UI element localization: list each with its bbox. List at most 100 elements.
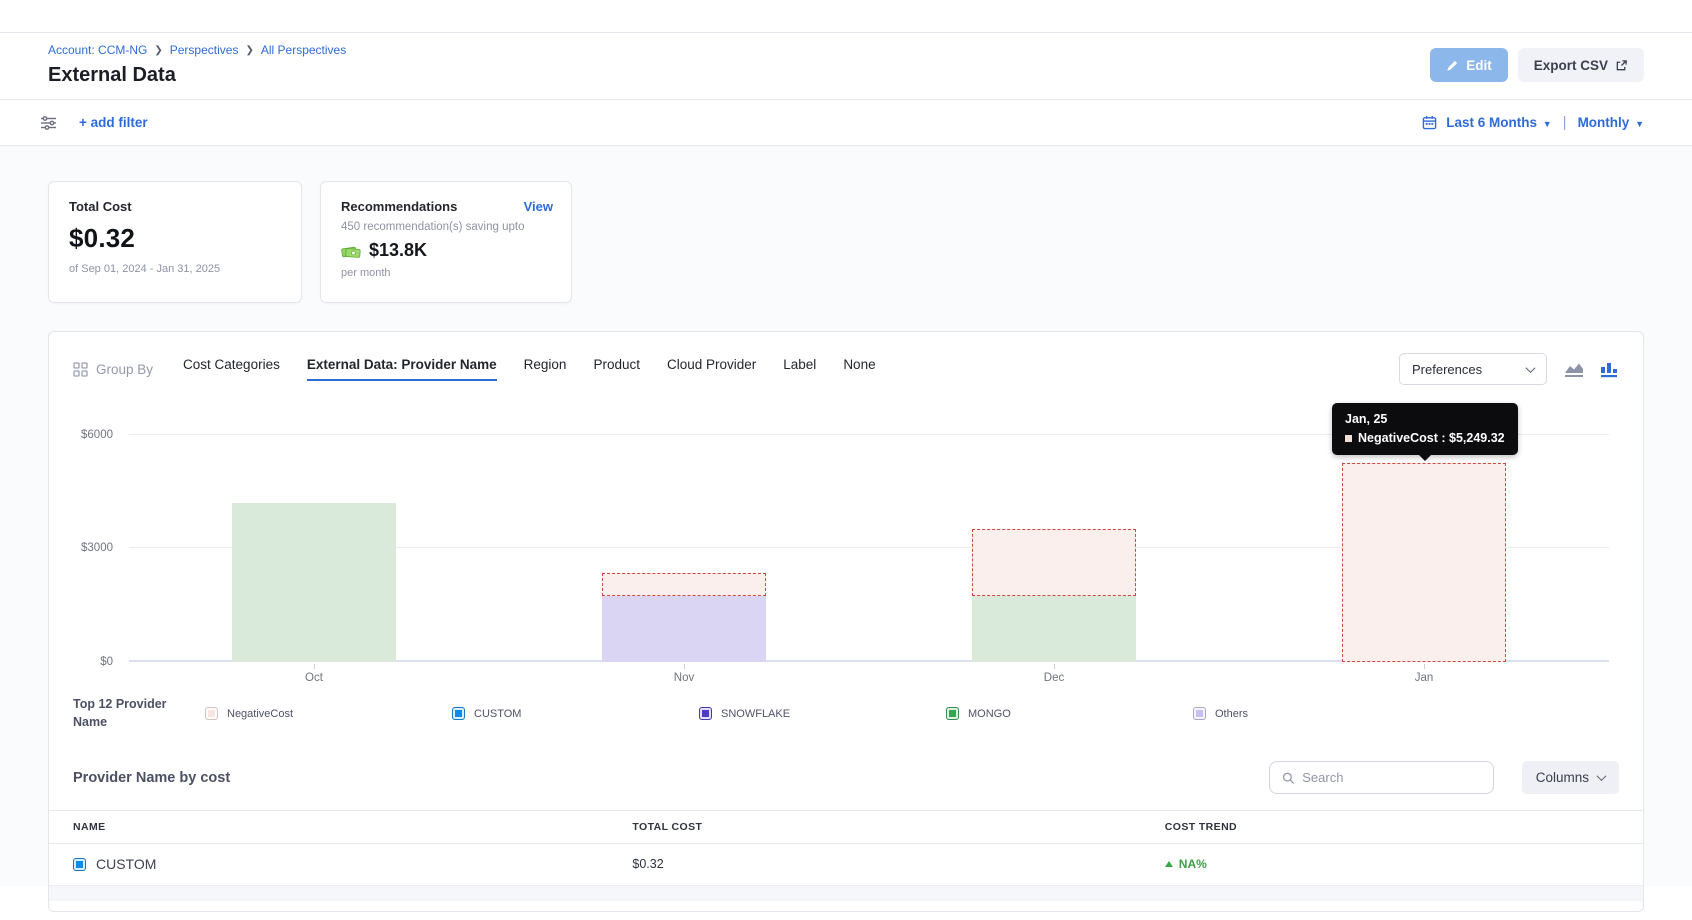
row-total-cost-cell: $0.32 (632, 857, 1164, 871)
legend-item-custom[interactable]: CUSTOM (452, 707, 699, 720)
header-actions: Edit Export CSV (1430, 48, 1644, 82)
legend-item-mongo[interactable]: MONGO (946, 707, 1193, 720)
chart-ylabels: $6000$3000$0 (73, 412, 119, 662)
x-axis-label: Nov (674, 672, 694, 684)
tab-cost-categories[interactable]: Cost Categories (183, 357, 280, 381)
columns-button[interactable]: Columns (1522, 761, 1619, 794)
legend-label: SNOWFLAKE (721, 708, 790, 720)
chart-plot: Jan, 25 NegativeCost : $5,249.32 (129, 412, 1609, 662)
table-row-custom[interactable]: CUSTOM $0.32 NA% (49, 844, 1643, 886)
recommendations-cadence: per month (341, 267, 551, 279)
date-controls: Last 6 Months ▼ | Monthly ▼ (1422, 114, 1644, 131)
total-cost-period: of Sep 01, 2024 - Jan 31, 2025 (69, 263, 281, 275)
table-controls: Columns (1269, 761, 1619, 794)
table-head: NAME TOTAL COST COST TREND (49, 810, 1643, 844)
y-axis-label: $0 (100, 656, 113, 668)
edit-button[interactable]: Edit (1430, 48, 1508, 82)
tab-region[interactable]: Region (524, 357, 567, 381)
search-input[interactable] (1302, 770, 1480, 785)
column-header-name[interactable]: NAME (49, 821, 632, 833)
grid-icon (73, 362, 88, 377)
bar-jan-negativecost[interactable] (1342, 463, 1506, 662)
legend-items: NegativeCost CUSTOM SNOWFLAKE MONGO Othe… (205, 696, 1619, 731)
add-filter-button[interactable]: + add filter (79, 115, 148, 130)
breadcrumb-account[interactable]: Account: CCM-NG (48, 43, 147, 57)
group-by-label: Group By (73, 362, 153, 377)
money-icon (341, 243, 362, 258)
window-top-rule (0, 0, 1692, 33)
legend-swatch (946, 707, 959, 720)
breadcrumb: Account: CCM-NG ❯ Perspectives ❯ All Per… (48, 43, 346, 57)
perspective-panel: Group By Cost Categories External Data: … (48, 331, 1644, 912)
bar-chart-icon[interactable] (1599, 361, 1619, 378)
bar-dec-negativecost[interactable] (972, 529, 1136, 595)
tab-external-data-provider-name[interactable]: External Data: Provider Name (307, 357, 497, 381)
edit-button-label: Edit (1466, 58, 1492, 73)
tab-cloud-provider[interactable]: Cloud Provider (667, 357, 756, 381)
table-title: Provider Name by cost (73, 770, 230, 786)
chart-xlabels: OctNovDecJan (129, 666, 1609, 686)
tab-product[interactable]: Product (593, 357, 640, 381)
column-header-total-cost[interactable]: TOTAL COST (632, 821, 1164, 833)
breadcrumb-all-perspectives[interactable]: All Perspectives (261, 43, 346, 57)
provider-color-swatch (73, 858, 86, 871)
filter-sliders-icon[interactable] (40, 116, 57, 130)
bar-oct-mongo[interactable] (232, 503, 396, 662)
filter-left: + add filter (40, 115, 148, 130)
table-footer-strip (49, 886, 1643, 901)
granularity-dropdown[interactable]: Monthly ▼ (1578, 115, 1644, 130)
date-divider: | (1561, 114, 1569, 131)
legend-swatch (205, 707, 218, 720)
breadcrumb-separator-icon: ❯ (245, 45, 253, 56)
tooltip-title: Jan, 25 (1345, 412, 1505, 426)
legend-item-snowflake[interactable]: SNOWFLAKE (699, 707, 946, 720)
cost-chart: $6000$3000$0 Jan, 25 NegativeCost : $5,2… (73, 408, 1619, 688)
trend-value: NA% (1179, 857, 1207, 871)
trend-up-icon (1165, 861, 1173, 867)
column-header-cost-trend[interactable]: COST TREND (1165, 821, 1643, 833)
chart-tooltip: Jan, 25 NegativeCost : $5,249.32 (1332, 403, 1518, 455)
tooltip-series-marker (1345, 435, 1352, 442)
legend-swatch (452, 707, 465, 720)
export-csv-button[interactable]: Export CSV (1518, 48, 1644, 82)
tooltip-text: NegativeCost : $5,249.32 (1358, 431, 1505, 445)
chart-legend: Top 12 Provider Name NegativeCost CUSTOM… (73, 696, 1619, 731)
recommendations-label: Recommendations (341, 199, 551, 214)
bar-nov-others[interactable] (602, 596, 766, 662)
summary-cards: Total Cost $0.32 of Sep 01, 2024 - Jan 3… (48, 181, 1644, 303)
search-box[interactable] (1269, 761, 1494, 794)
export-csv-label: Export CSV (1534, 58, 1608, 73)
content-area: Total Cost $0.32 of Sep 01, 2024 - Jan 3… (0, 146, 1692, 886)
recommendations-card: Recommendations View 450 recommendation(… (320, 181, 572, 303)
page-header: Account: CCM-NG ❯ Perspectives ❯ All Per… (0, 33, 1692, 100)
bar-nov-negativecost[interactable] (602, 573, 766, 596)
view-recommendations-link[interactable]: View (524, 199, 553, 214)
x-axis-label: Dec (1044, 672, 1064, 684)
bar-dec-mongo[interactable] (972, 596, 1136, 662)
area-chart-icon[interactable] (1563, 361, 1585, 378)
time-range-dropdown[interactable]: Last 6 Months ▼ (1446, 115, 1551, 130)
y-axis-label: $3000 (81, 542, 113, 554)
tooltip-line: NegativeCost : $5,249.32 (1345, 431, 1505, 445)
chevron-down-icon (1526, 363, 1536, 373)
columns-button-label: Columns (1536, 770, 1589, 785)
provider-name: CUSTOM (96, 856, 156, 872)
chart-type-toggle (1563, 361, 1619, 378)
breadcrumb-perspectives[interactable]: Perspectives (170, 43, 239, 57)
pencil-icon (1446, 59, 1459, 72)
recommendations-savings-row: $13.8K (341, 240, 551, 261)
group-by-right: Preferences (1399, 353, 1619, 385)
group-by-tabs: Cost Categories External Data: Provider … (183, 357, 876, 381)
legend-item-negativecost[interactable]: NegativeCost (205, 707, 452, 720)
filter-bar: + add filter Last 6 Months ▼ | Monthly ▼ (0, 100, 1692, 146)
legend-swatch (1193, 707, 1206, 720)
external-link-icon (1615, 59, 1628, 72)
tab-label[interactable]: Label (783, 357, 816, 381)
legend-item-others[interactable]: Others (1193, 707, 1440, 720)
preferences-label: Preferences (1412, 362, 1482, 377)
preferences-dropdown[interactable]: Preferences (1399, 353, 1547, 385)
tab-none[interactable]: None (843, 357, 875, 381)
recommendations-savings: $13.8K (369, 240, 427, 261)
total-cost-label: Total Cost (69, 199, 281, 214)
legend-label: Others (1215, 708, 1248, 720)
